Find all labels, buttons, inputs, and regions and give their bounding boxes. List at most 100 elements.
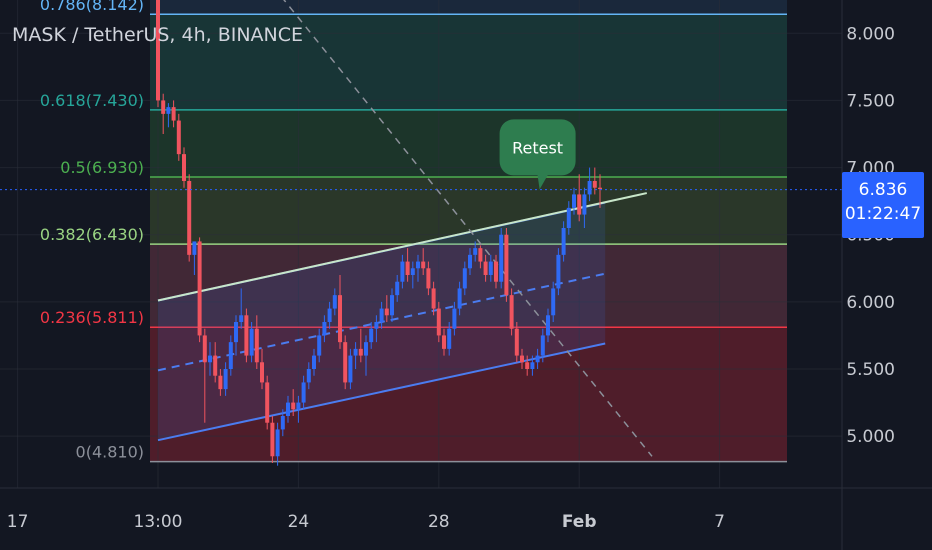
candle-body [509,295,514,329]
candle-body [260,362,264,383]
candle [436,301,441,343]
candle-body [265,382,270,423]
candle [306,362,311,390]
candle [572,187,576,215]
candle-body [270,422,275,457]
candle [421,248,426,275]
candle [171,100,176,128]
candle-body [239,315,244,322]
candle [452,301,457,336]
candle [353,342,358,369]
time-tick-label: 28 [428,512,450,532]
current-price-value: 6.836 [858,180,908,200]
candle-body [275,429,280,457]
candle [312,348,316,376]
candle-body [348,355,353,383]
candle-body [369,328,374,343]
candle-body [202,335,207,363]
candle [296,395,301,423]
candle [551,281,556,322]
candle-body [400,261,405,282]
candle-body [561,228,566,255]
candle-body [327,308,332,322]
candle [395,275,400,302]
candle-body [462,268,467,289]
candle-body [171,107,176,121]
candle-body [176,120,181,155]
fib-zones [150,0,787,462]
candle [494,254,498,289]
candle-body [291,402,296,410]
current-price-tag: 6.836 01:22:47 [842,172,924,238]
candle-body [343,342,348,383]
candle-body [208,355,212,363]
fib-label: 0.382(6.430) [40,225,144,244]
candle [244,308,249,363]
fib-zone [150,0,787,15]
candle-body [254,328,259,363]
candle [322,315,327,343]
annotation-text: Retest [512,138,563,157]
candle-body [301,382,306,403]
candle [426,261,431,296]
price-tick-label: 6.000 [846,293,895,313]
candle [161,93,166,134]
candle-body [317,335,322,356]
candle [348,348,353,390]
candle-body [322,322,327,336]
candle-body [358,348,363,356]
candle [556,248,561,296]
candle [483,254,488,282]
fib-label: 0(4.810) [76,443,144,462]
candle-body [182,154,186,181]
candle [598,174,602,208]
candle-body [442,335,446,349]
candle [369,322,374,349]
candle-body [156,0,160,101]
candle [234,315,238,356]
candle-body [520,355,524,363]
candle-body [416,261,420,269]
candle-body [384,308,389,316]
candle [509,288,514,336]
candle [176,113,181,161]
candle [442,328,446,356]
candle-body [436,308,441,336]
candle [317,328,322,363]
candle [587,167,592,202]
candle-body [280,416,285,430]
candle-body [213,355,218,376]
candle-body [551,288,556,316]
candle-body [249,328,254,356]
candle [343,335,348,390]
candle [208,342,212,376]
candle-body [228,342,233,369]
candle [260,348,264,390]
candle [546,308,550,343]
fib-labels: 0(4.810) 0.236(5.811) 0.382(6.430) 0.5(6.93… [40,0,144,462]
candle-body [457,288,462,309]
candle-body [338,295,342,343]
candle-body [546,315,550,336]
chart-title: MASK / TetherUS, 4h, BINANCE [12,24,304,46]
candle [504,228,509,302]
candle [561,221,566,262]
candle-body [234,322,238,343]
candle [187,174,192,262]
candle [520,348,524,369]
candle [270,416,275,463]
candle [488,254,493,282]
candle [249,322,254,363]
time-tick-label: 13:00 [134,512,183,532]
fib-zone [150,14,787,110]
candle [468,248,472,275]
candle-body [286,402,290,416]
fib-label: 0.786(8.142) [40,0,144,14]
candle [405,248,410,282]
candle [400,254,405,289]
candle [530,355,535,376]
candle-body [488,261,493,275]
candle-body [223,369,228,390]
candle [301,375,306,410]
